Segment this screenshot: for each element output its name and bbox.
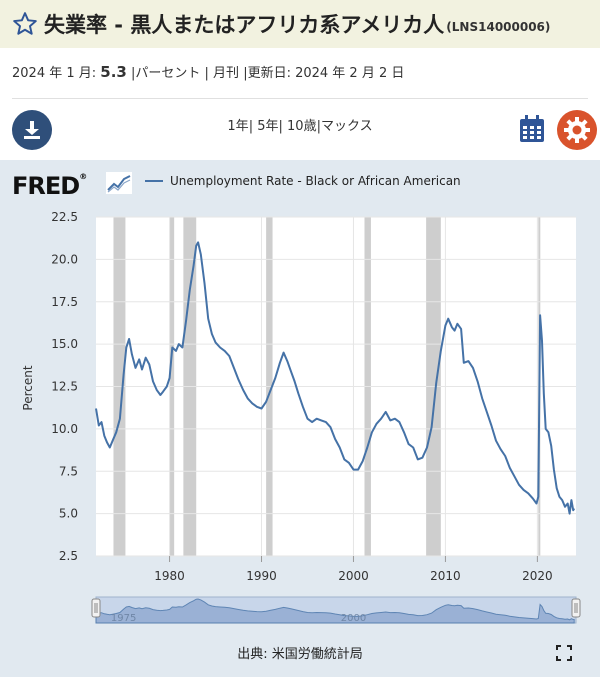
range-5y-link[interactable]: 5年 bbox=[257, 119, 279, 134]
page-title: 失業率 - 黒人またはアフリカ系アメリカ人 bbox=[44, 13, 445, 37]
star-icon[interactable] bbox=[12, 11, 38, 37]
series-id: (LNS14000006) bbox=[446, 20, 551, 34]
settings-button[interactable] bbox=[557, 110, 597, 150]
latest-value: 5.3 bbox=[100, 63, 127, 81]
units-label: |パーセント bbox=[131, 66, 201, 81]
fred-logo: FRED® bbox=[12, 172, 87, 200]
gear-icon bbox=[564, 117, 590, 143]
legend-label: Unemployment Rate - Black or African Ame… bbox=[170, 174, 461, 188]
fred-logo-graph-icon bbox=[106, 172, 132, 194]
title-bar: 失業率 - 黒人またはアフリカ系アメリカ人 (LNS14000006) bbox=[0, 0, 600, 48]
range-separator: | bbox=[248, 119, 254, 134]
range-10y-link[interactable]: 10歳 bbox=[287, 119, 317, 134]
observation-date: 2024 年 1 月: bbox=[12, 66, 97, 81]
series-meta: 2024 年 1 月: 5.3 |パーセント | 月刊 |更新日: 2024 年… bbox=[12, 62, 404, 81]
frequency-label: | 月刊 bbox=[204, 66, 240, 81]
chart-legend: Unemployment Rate - Black or African Ame… bbox=[145, 174, 461, 188]
chart-panel bbox=[0, 160, 600, 677]
updated-label: |更新日: 2024 年 2 月 2 日 bbox=[243, 66, 405, 81]
calendar-icon[interactable] bbox=[519, 115, 545, 143]
range-separator: | bbox=[316, 119, 321, 134]
range-separator: | bbox=[278, 119, 283, 134]
download-icon bbox=[24, 121, 40, 139]
source-note: 出典: 米国労働統計局 bbox=[237, 647, 363, 662]
range-max-link[interactable]: マックス bbox=[320, 119, 373, 134]
legend-swatch bbox=[145, 180, 163, 182]
range-1y-link[interactable]: 1年 bbox=[227, 119, 249, 134]
date-range-selector: 1年| 5年| 10歳|マックス bbox=[0, 115, 600, 134]
download-button[interactable] bbox=[12, 110, 52, 150]
fullscreen-icon[interactable] bbox=[556, 645, 572, 661]
divider bbox=[12, 98, 588, 99]
